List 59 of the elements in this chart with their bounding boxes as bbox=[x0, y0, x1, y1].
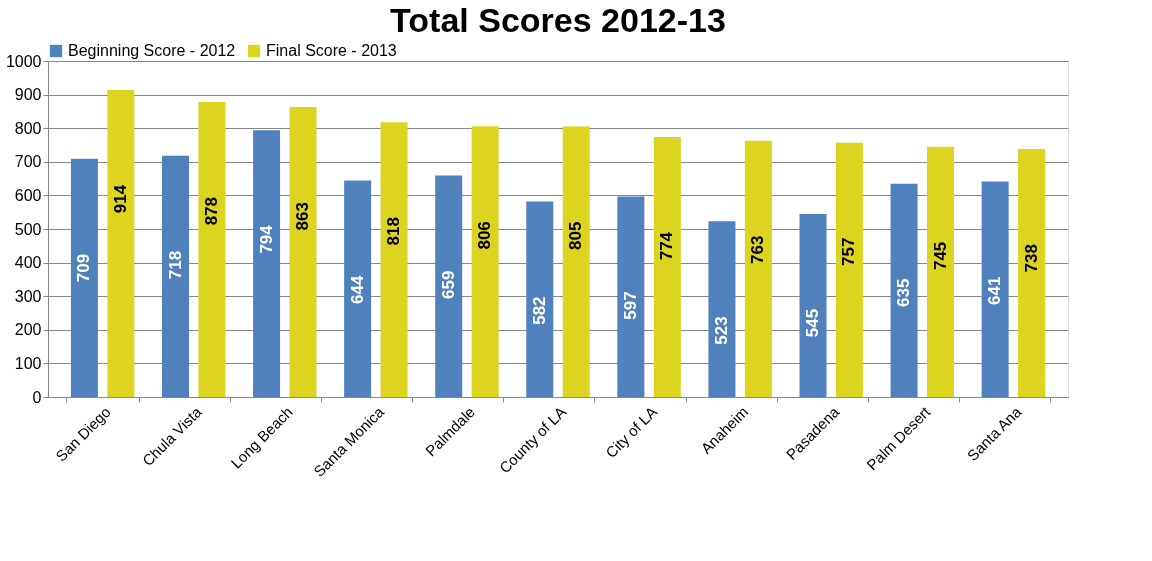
data-label: 757 bbox=[839, 237, 859, 267]
bar bbox=[70, 158, 98, 397]
bar bbox=[344, 180, 372, 397]
bar bbox=[289, 107, 317, 397]
y-tick-label: 0 bbox=[32, 388, 42, 406]
y-tick-label: 200 bbox=[14, 321, 42, 339]
data-label: 709 bbox=[74, 253, 94, 283]
data-label: 818 bbox=[384, 217, 404, 246]
data-label: 641 bbox=[985, 276, 1005, 305]
bar bbox=[890, 183, 918, 397]
bar bbox=[253, 130, 281, 397]
bar bbox=[617, 196, 645, 397]
bar bbox=[526, 201, 554, 397]
data-label: 635 bbox=[894, 278, 914, 308]
data-label: 738 bbox=[1021, 244, 1041, 273]
bar bbox=[981, 181, 1009, 397]
y-tick-label: 600 bbox=[14, 186, 42, 204]
bar bbox=[653, 136, 681, 397]
x-tick-label: City of LA bbox=[602, 403, 661, 462]
data-label: 545 bbox=[803, 308, 822, 338]
data-label: 914 bbox=[110, 184, 130, 214]
bar bbox=[744, 140, 772, 397]
y-tick-label: 500 bbox=[14, 220, 42, 238]
bar bbox=[799, 213, 827, 397]
data-label: 745 bbox=[930, 241, 950, 271]
bar bbox=[562, 126, 590, 397]
data-label: 582 bbox=[529, 296, 549, 325]
bar bbox=[471, 126, 499, 397]
chart-title: Total Scores 2012-13 bbox=[390, 1, 726, 39]
data-label: 806 bbox=[475, 221, 495, 250]
legend-label: Beginning Score - 2012 bbox=[68, 42, 236, 59]
data-label: 774 bbox=[657, 231, 677, 261]
data-label: 718 bbox=[165, 250, 185, 280]
data-label: 805 bbox=[566, 221, 586, 250]
bar bbox=[198, 101, 226, 397]
data-label: 597 bbox=[620, 291, 640, 320]
y-tick-label: 900 bbox=[14, 86, 42, 104]
data-label: 863 bbox=[293, 202, 312, 231]
bar bbox=[435, 175, 463, 397]
data-label: 878 bbox=[201, 196, 221, 226]
bar bbox=[835, 142, 863, 397]
y-tick-label: 100 bbox=[14, 354, 42, 372]
bar bbox=[1018, 149, 1046, 397]
bar bbox=[107, 89, 135, 397]
bar bbox=[927, 146, 954, 397]
data-label: 794 bbox=[256, 224, 276, 254]
y-tick-label: 400 bbox=[14, 254, 42, 272]
data-label: 659 bbox=[438, 270, 458, 299]
y-tick-label: 300 bbox=[14, 287, 42, 305]
y-tick-label: 700 bbox=[14, 153, 42, 171]
data-label: 644 bbox=[347, 275, 367, 304]
bar bbox=[708, 221, 736, 397]
data-label: 763 bbox=[748, 235, 768, 265]
bar bbox=[380, 122, 408, 397]
data-label: 523 bbox=[711, 316, 731, 345]
legend-label: Final Score - 2013 bbox=[266, 42, 397, 59]
y-tick-label: 800 bbox=[14, 119, 42, 137]
y-tick-label: 1000 bbox=[5, 52, 42, 70]
bar bbox=[162, 155, 189, 397]
